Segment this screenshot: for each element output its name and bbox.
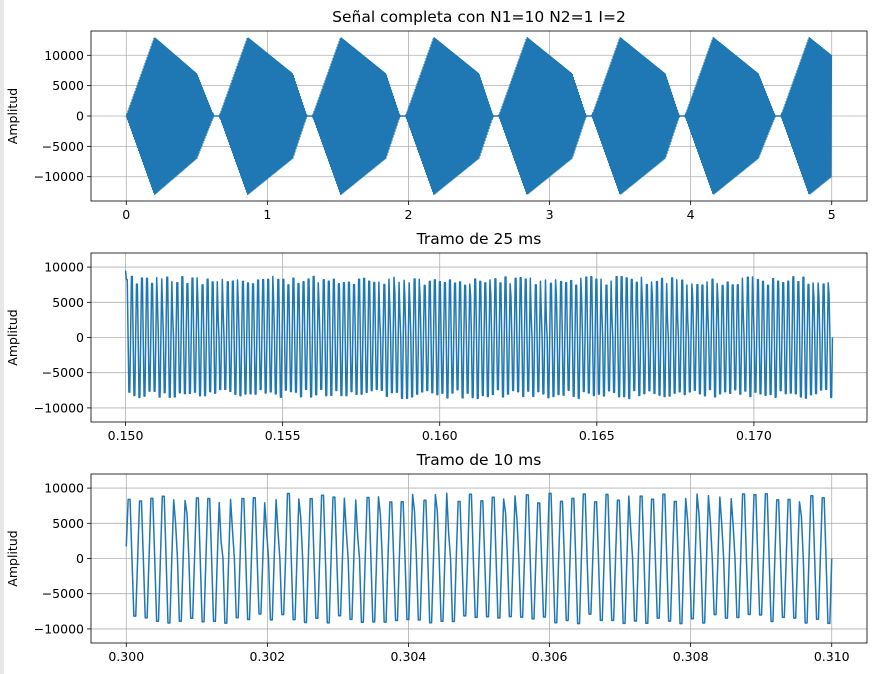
chart-title: Tramo de 10 ms — [416, 451, 542, 469]
chart-panel-3: 0.300 0.302 0.304 0.306 0.308 0.310 10000 5000 0… — [5, 451, 868, 664]
x-tick-label: 0.304 — [391, 649, 427, 664]
y-tick-label: 0 — [76, 109, 84, 124]
x-tick-label: 2 — [404, 207, 412, 222]
x-tick-label: 0.150 — [108, 428, 144, 443]
x-tick-label: 0.170 — [736, 428, 772, 443]
x-tick-label: 0.306 — [532, 649, 568, 664]
y-tick-label: 5000 — [52, 78, 84, 93]
y-tick-label: 10000 — [44, 48, 84, 63]
series-line — [125, 492, 833, 625]
y-axis-label: Amplitud — [5, 530, 20, 586]
x-tick-label: 0.302 — [249, 649, 285, 664]
y-tick-label: −5000 — [42, 365, 84, 380]
series-line — [124, 270, 834, 400]
y-axis-label: Amplitud — [5, 88, 20, 144]
x-tick-label: 1 — [263, 207, 271, 222]
window-left-edge — [0, 0, 4, 674]
chart-panel-1: 0 1 2 3 4 5 10000 5000 0 −5000 −10000 Señal complet… — [5, 8, 868, 222]
y-tick-label: −10000 — [34, 400, 84, 415]
x-tick-label: 5 — [828, 207, 836, 222]
chart-panel-2: 0.150 0.155 0.160 0.165 0.170 10000 5000 0 −5000… — [5, 230, 868, 443]
x-tick-label: 4 — [687, 207, 695, 222]
y-tick-label: 10000 — [44, 481, 84, 496]
y-axis-label: Amplitud — [5, 309, 20, 365]
x-tick-label: 0.308 — [673, 649, 709, 664]
y-tick-label: 0 — [76, 551, 84, 566]
chart-title: Tramo de 25 ms — [416, 230, 542, 248]
x-tick-label: 0.160 — [422, 428, 458, 443]
y-tick-label: −5000 — [42, 139, 84, 154]
x-tick-label: 0.310 — [814, 649, 850, 664]
x-tick-label: 0.165 — [579, 428, 615, 443]
x-tick-label: 0.155 — [265, 428, 301, 443]
series-line — [125, 37, 833, 195]
y-tick-label: 10000 — [44, 260, 84, 275]
y-tick-label: −5000 — [42, 586, 84, 601]
x-tick-label: 0.300 — [108, 649, 144, 664]
y-tick-label: 5000 — [52, 516, 84, 531]
x-tick-label: 0 — [122, 207, 130, 222]
y-tick-label: −10000 — [34, 621, 84, 636]
y-tick-label: 5000 — [52, 295, 84, 310]
y-tick-label: −10000 — [34, 169, 84, 184]
y-tick-label: 0 — [76, 330, 84, 345]
chart-title: Señal completa con N1=10 N2=1 I=2 — [332, 8, 626, 26]
x-tick-label: 3 — [546, 207, 554, 222]
